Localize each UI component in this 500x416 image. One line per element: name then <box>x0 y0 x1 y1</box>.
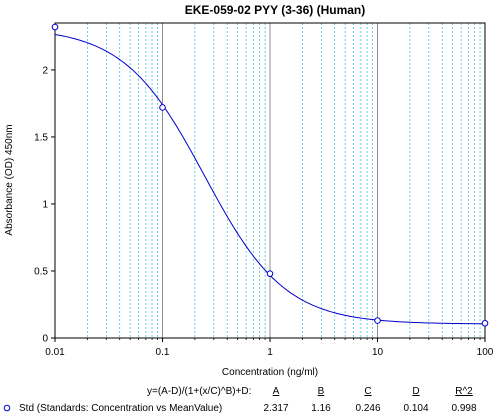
fit-values: 2.317 1.16 0.246 0.104 0.998 <box>263 403 476 414</box>
fit-value: 0.998 <box>451 403 476 414</box>
data-point <box>481 319 489 327</box>
points-layer <box>51 23 489 327</box>
data-point <box>374 317 381 324</box>
fit-equation: y=(A-D)/(1+(x/C)^B)+D: <box>147 386 251 397</box>
fit-header: C <box>364 386 371 397</box>
fit-header: R^2 <box>455 386 473 397</box>
x-tick-label: 10 <box>372 347 384 358</box>
y-tick-label: 0 <box>42 334 48 345</box>
data-point <box>266 270 274 277</box>
y-axis-label: Absorbance (OD) 450nm <box>4 124 15 235</box>
fit-header: B <box>318 386 325 397</box>
y-tick-label: 1.5 <box>34 132 48 143</box>
fit-header: A <box>273 386 280 397</box>
x-axis-label: Concentration (ng/ml) <box>222 367 318 378</box>
fit-value: 0.104 <box>403 403 428 414</box>
y-tick-label: 0.5 <box>34 266 48 277</box>
x-tick-label: 0.01 <box>45 347 65 358</box>
fit-value: 1.16 <box>311 403 331 414</box>
y-tick-label: 2 <box>42 65 48 76</box>
x-tick-label: 0.1 <box>156 347 170 358</box>
x-tick-label: 1 <box>267 347 273 358</box>
fit-headers: A B C D R^2 <box>273 386 474 397</box>
chart-title: EKE-059-02 PYY (3-36) (Human) <box>185 3 366 17</box>
fit-value: 0.246 <box>355 403 380 414</box>
grid <box>87 23 481 338</box>
data-point <box>159 104 166 111</box>
legend-series-name: Std (Standards: Concentration vs MeanVal… <box>19 403 222 414</box>
x-tick-label: 100 <box>477 347 494 358</box>
fit-value: 2.317 <box>263 403 288 414</box>
ticks-layer: 0.01 0.1 1 10 100 0 0.5 1 1.5 2 <box>34 65 494 358</box>
legend-marker <box>3 404 11 412</box>
y-tick-label: 1 <box>42 199 48 210</box>
data-point <box>51 23 59 31</box>
fit-header: D <box>412 386 419 397</box>
